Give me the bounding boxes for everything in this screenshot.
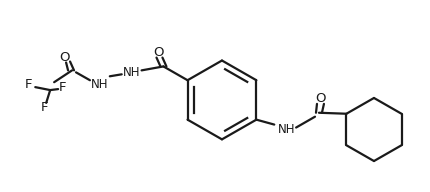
Text: O: O bbox=[59, 51, 69, 64]
Text: O: O bbox=[153, 46, 163, 59]
Text: O: O bbox=[315, 93, 326, 105]
Text: F: F bbox=[25, 78, 32, 91]
Text: F: F bbox=[40, 101, 48, 114]
Text: NH: NH bbox=[277, 123, 294, 136]
Text: NH: NH bbox=[91, 78, 108, 91]
Text: F: F bbox=[58, 81, 66, 94]
Text: NH: NH bbox=[123, 66, 140, 79]
